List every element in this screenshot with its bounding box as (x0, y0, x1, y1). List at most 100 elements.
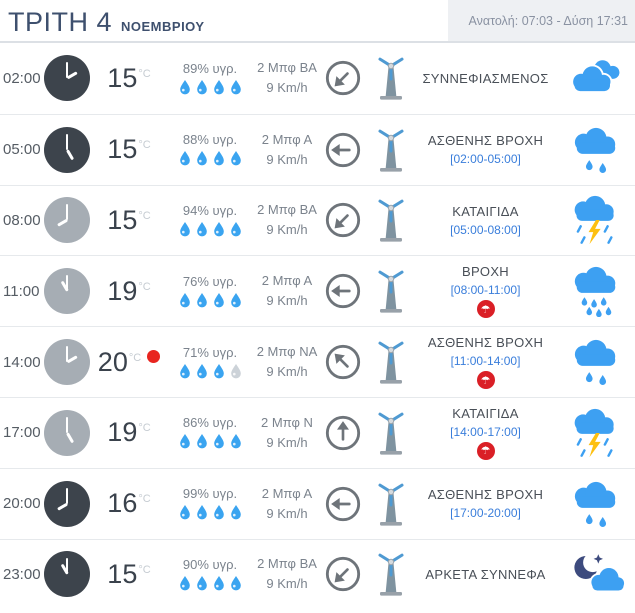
temperature-value: 16 (107, 488, 138, 519)
temperature-value: 19 (107, 275, 138, 306)
max-temp-dot (147, 349, 161, 363)
wind-turbine-icon (368, 55, 414, 101)
clock-cell (40, 551, 94, 598)
condition-cell: ΑΣΘΕΝΗΣ ΒΡΟΧΗ [11:00-14:00] ☂ (414, 335, 557, 390)
temperature-value: 15 (107, 62, 138, 93)
clock-icon (44, 268, 90, 315)
wind-speed-label: 9 Km/h (266, 434, 308, 450)
temperature-cell: 16 °C (94, 488, 164, 519)
condition-cell: ΣΥΝΝΕΦΙΑΣΜΕΝΟΣ ☂ (414, 71, 557, 86)
weather-icon (557, 338, 635, 386)
temperature-cell: 15 °C (94, 63, 164, 94)
humidity-label: 94% υγρ. (182, 202, 238, 218)
weather-icon (557, 407, 635, 459)
forecast-row: 14:00 20 °C 71% υγρ. 2 Μπφ ΝΑ 9 Km/h (0, 326, 635, 397)
humidity-drops-icon (164, 292, 256, 309)
month-title: ΝΟΕΜΒΡΙΟΥ (121, 19, 205, 34)
wind-beaufort-label: 2 Μπφ Α (261, 273, 313, 289)
clock-minute-hand (65, 204, 69, 221)
wind-direction-icon (318, 201, 368, 239)
weather-description: ΚΑΤΑΙΓΙΔΑ (452, 203, 519, 219)
clock-icon (44, 126, 90, 173)
weather-description: ΑΣΘΕΝΗΣ ΒΡΟΧΗ (427, 335, 544, 351)
humidity-drops-icon (164, 363, 256, 380)
wind-direction-icon (318, 131, 368, 169)
wind-speed-label: 9 Km/h (266, 222, 308, 238)
wind-cell: 2 Μπφ Α 9 Km/h (256, 130, 318, 170)
humidity-cell: 94% υγρ. (164, 203, 256, 238)
humidity-drops-icon (164, 575, 256, 592)
wind-beaufort-label: 2 Μπφ Α (261, 485, 313, 501)
wind-cell: 2 Μπφ ΒΑ 9 Km/h (256, 58, 318, 98)
temperature-unit: °C (138, 493, 151, 506)
humidity-label: 89% υγρ. (182, 60, 238, 76)
wind-beaufort-label: 2 Μπφ ΒΑ (257, 556, 317, 572)
humidity-drops-icon (164, 221, 256, 238)
weather-icon (557, 126, 635, 174)
time-label: 02:00 (3, 69, 41, 87)
temperature-cell: 19 °C (94, 276, 164, 307)
time-range-label: [08:00-11:00] (450, 283, 521, 298)
clock-cell (40, 339, 94, 386)
clock-hour-hand (65, 432, 74, 444)
wind-direction-icon (318, 414, 368, 452)
weather-description: ΑΣΘΕΝΗΣ ΒΡΟΧΗ (427, 133, 544, 149)
wind-speed-label: 9 Km/h (266, 80, 308, 96)
wind-beaufort-label: 2 Μπφ Α (261, 131, 313, 147)
wind-beaufort-label: 2 Μπφ ΒΑ (257, 202, 317, 218)
time-range-label: [11:00-14:00] (450, 354, 521, 369)
forecast-row: 17:00 19 °C 86% υγρ. 2 Μπφ Ν 9 Km/h (0, 396, 635, 468)
time-label: 20:00 (3, 495, 41, 513)
time-label: 08:00 (3, 211, 41, 229)
temperature-value: 20 (97, 346, 128, 377)
weather-description: ΣΥΝΝΕΦΙΑΣΜΕΝΟΣ (422, 70, 549, 86)
weather-icon (557, 551, 635, 597)
time-range-label: [14:00-17:00] (450, 424, 521, 439)
wind-turbine-icon (368, 268, 414, 314)
wind-direction-icon (318, 343, 368, 381)
rain-alert-badge: ☂ (414, 300, 557, 319)
forecast-row: 02:00 15 °C 89% υγρ. 2 Μπφ ΒΑ 9 Km/h (0, 43, 635, 114)
humidity-drops-icon (164, 150, 256, 167)
humidity-cell: 71% υγρ. (164, 345, 256, 380)
wind-turbine-icon (368, 410, 414, 456)
temperature-value: 15 (107, 134, 138, 165)
time-range-label: [02:00-05:00] (450, 152, 521, 167)
humidity-label: 88% υγρ. (182, 132, 238, 148)
umbrella-icon: ☂ (476, 441, 495, 460)
temperature-cell: 20 °C (94, 347, 164, 378)
humidity-cell: 88% υγρ. (164, 132, 256, 167)
temperature-value: 15 (107, 558, 138, 589)
page-title: ΤΡΙΤΗ 4 ΝΟΕΜΒΡΙΟΥ (0, 0, 205, 41)
clock-cell (40, 55, 94, 102)
time-range-label: [17:00-20:00] (450, 506, 521, 521)
humidity-cell: 89% υγρ. (164, 61, 256, 96)
temperature-unit: °C (138, 563, 151, 576)
clock-icon (44, 197, 90, 244)
wind-direction-icon (318, 59, 368, 97)
wind-cell: 2 Μπφ Ν 9 Km/h (256, 413, 318, 453)
temperature-unit: °C (138, 209, 151, 222)
umbrella-icon: ☂ (476, 300, 495, 319)
time-range-label: [05:00-08:00] (450, 222, 521, 237)
clock-cell (40, 480, 94, 527)
time-label: 14:00 (3, 353, 41, 371)
weather-description: ΒΡΟΧΗ (461, 264, 509, 280)
weather-description: ΑΣΘΕΝΗΣ ΒΡΟΧΗ (427, 487, 544, 503)
clock-minute-hand (65, 487, 69, 504)
weather-icon (557, 56, 635, 100)
forecast-row: 23:00 15 °C 90% υγρ. 2 Μπφ ΒΑ 9 Km/h (0, 538, 635, 610)
wind-turbine-icon (368, 127, 414, 173)
humidity-cell: 99% υγρ. (164, 486, 256, 521)
wind-speed-label: 9 Km/h (266, 151, 308, 167)
weather-icon (557, 480, 635, 528)
temperature-value: 19 (107, 417, 138, 448)
clock-icon (44, 55, 90, 102)
humidity-label: 76% υγρ. (182, 273, 238, 289)
time-label: 17:00 (3, 424, 41, 442)
time-label: 05:00 (3, 141, 41, 159)
clock-minute-hand (65, 346, 69, 363)
wind-turbine-icon (368, 481, 414, 527)
wind-turbine-icon (368, 339, 414, 385)
